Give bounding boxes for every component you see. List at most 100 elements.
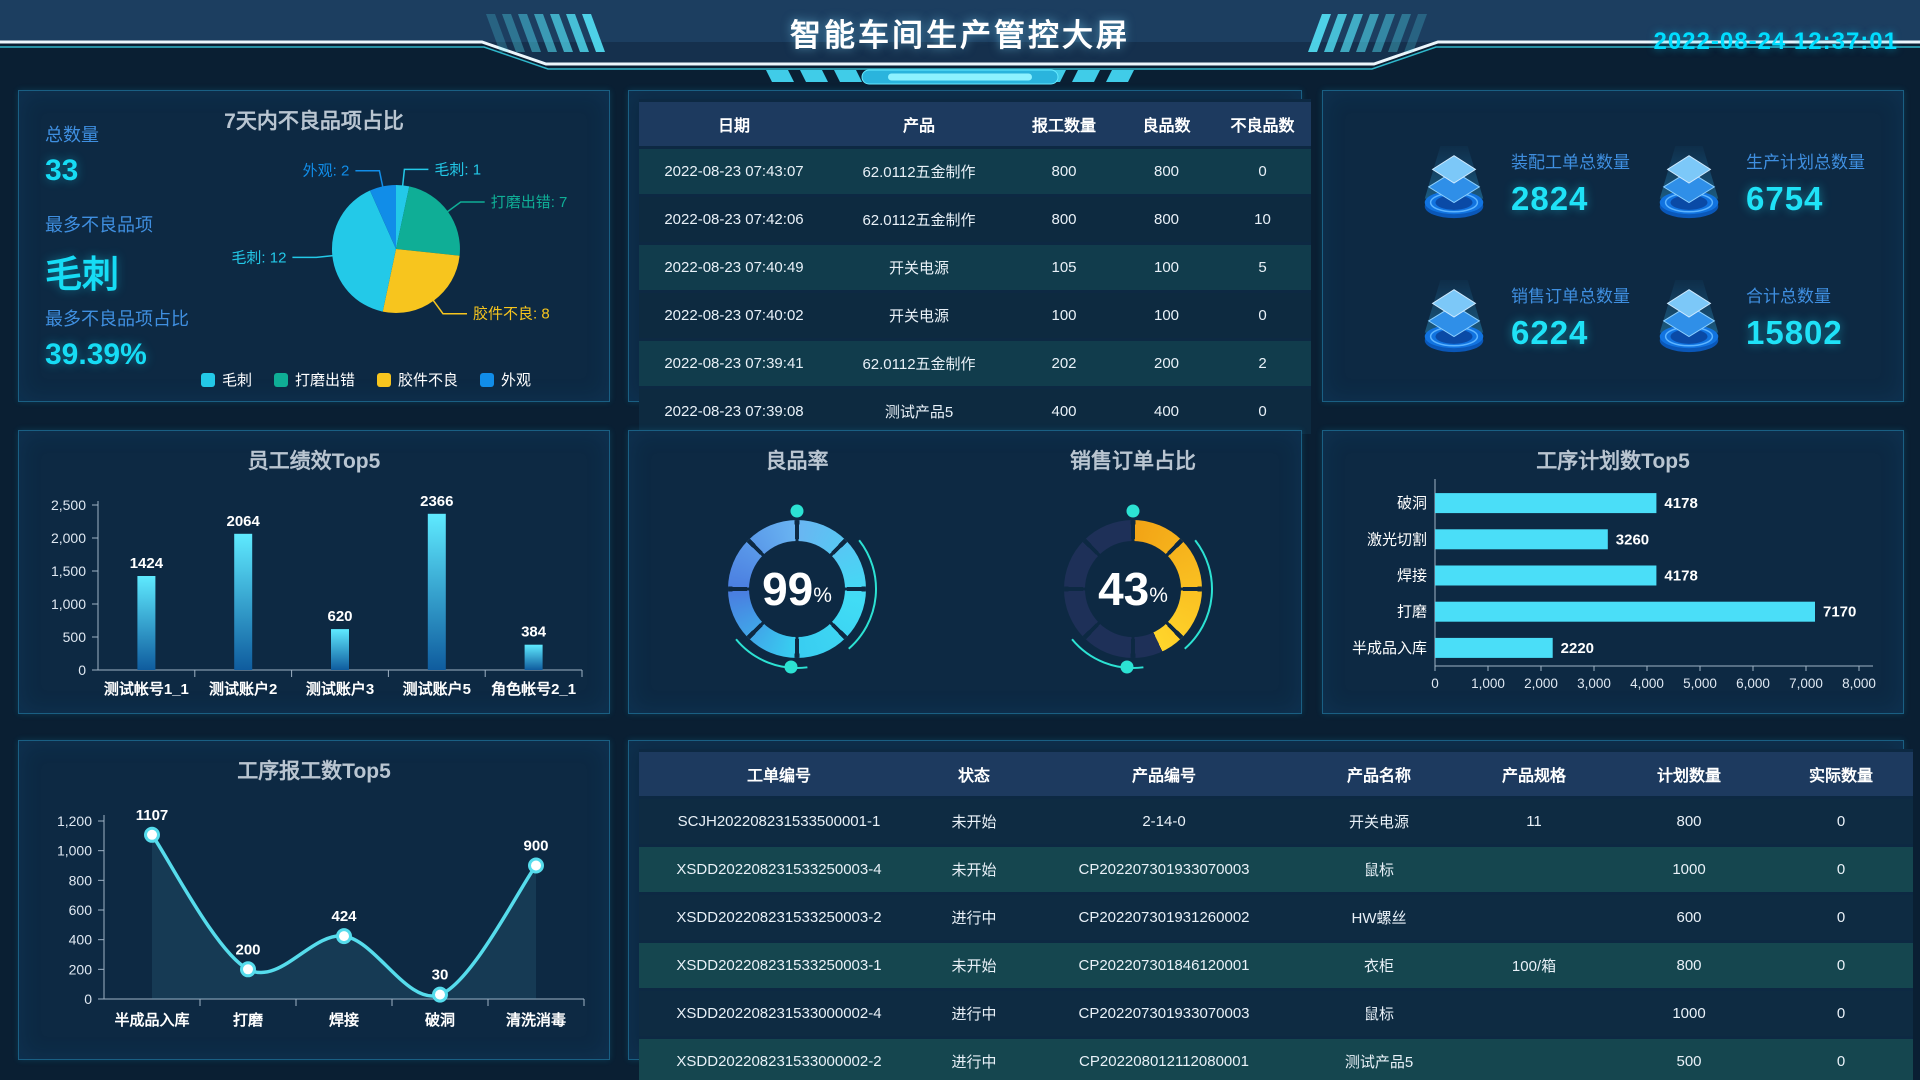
panel-title: 7天内不良品项占比 <box>224 110 404 133</box>
chart-text: 0 <box>84 991 92 1007</box>
line-chart-svg: 0 200 400 600 800 1,000 1,200 1107 半成品入库 200 打磨 424… <box>57 807 585 1029</box>
header-slant-bar <box>582 14 605 52</box>
legend-item: 胶件不良 <box>377 369 458 390</box>
table-cell: 0 <box>1836 1005 1846 1022</box>
line-dot <box>144 826 160 843</box>
chart-text: 3,000 <box>1577 676 1611 691</box>
table-cell: 100/箱 <box>1511 958 1557 975</box>
table-cell: XSDD202208231533250003-4 <box>676 861 882 878</box>
table-cell <box>1459 1038 1609 1080</box>
table-cell: 62.0112五金制作 <box>862 164 976 181</box>
header-slant-bar <box>1308 14 1331 52</box>
line-dot <box>432 986 448 1003</box>
header-slant-bar <box>1324 14 1347 52</box>
work-order-table: 工单编号 状态 产品编号 产品名称 产品规格 计划数量 实际数量 SCJH2022082315… <box>639 749 1913 1080</box>
table-row: XSDD202208231533250003-4 未开始 CP20220730193… <box>639 845 1913 894</box>
legend-item: 毛刺 <box>200 369 252 390</box>
stat-sales-orders: 销售订单总数量 6224 <box>1415 259 1650 375</box>
legend-swatch <box>200 372 215 387</box>
pie-slice <box>396 186 460 256</box>
work-report-table: 日期 产品 报工数量 良品数 不良品数 2022-08-23 07:43:07 62.011… <box>639 99 1311 434</box>
gauge-number: 43 <box>1098 563 1150 615</box>
table-cell: 0 <box>1258 163 1267 180</box>
gauge-dot <box>784 660 798 674</box>
defect-ratio-panel: 7天内不良品项占比 总数量 33 最多不良品项 毛刺 最多不良品项占比 39.3… <box>18 90 610 402</box>
header-center-bar-core <box>888 73 1032 81</box>
gauge-dot <box>790 504 804 518</box>
line-dot <box>528 857 544 874</box>
table-cell: 0 <box>1836 909 1846 926</box>
header-dash <box>766 70 794 82</box>
chart-text: 测试账户2 <box>209 680 277 698</box>
pie-label-line <box>292 254 335 259</box>
chart-text: 1,000 <box>57 843 92 859</box>
table-cell: 鼠标 <box>1363 1006 1394 1023</box>
employee-performance-panel: 员工绩效Top5 0 500 1,000 1,500 2,000 2,500 1424 测试帐… <box>18 430 610 714</box>
table-cell: 开关电源 <box>1348 814 1409 831</box>
table-row: XSDD202208231533000002-4 进行中 CP20220730193… <box>639 989 1913 1038</box>
table-cell: 800 <box>1051 163 1077 180</box>
kpi-value: 39.39% <box>45 338 147 371</box>
header-decoration <box>0 0 1920 85</box>
header: 智能车间生产管控大屏 2022-08-24 12:37:01 <box>0 0 1920 92</box>
chart-text: 1,000 <box>1471 676 1505 691</box>
pie-label-line <box>445 201 485 214</box>
bar <box>1435 529 1608 550</box>
table-cell: 2-14-0 <box>1142 813 1186 830</box>
table-cell: 2 <box>1258 355 1267 372</box>
chart-text: 6,000 <box>1736 676 1770 691</box>
bar <box>1435 565 1657 586</box>
kpi-label: 最多不良品项占比 <box>45 309 189 329</box>
chart-text: 激光切割 <box>1367 531 1427 548</box>
column-header: 实际数量 <box>1769 750 1913 798</box>
gauge-dot <box>1126 504 1140 518</box>
stat-assembly-orders: 装配工单总数量 2824 <box>1415 125 1650 241</box>
bar <box>1435 601 1815 622</box>
kpi-top-defect-ratio: 最多不良品项占比 39.39% <box>45 305 189 372</box>
header-slant-bar <box>566 14 589 52</box>
bar <box>137 576 156 670</box>
chart-text: 0 <box>1431 676 1439 691</box>
order-table-wrap: 工单编号 状态 产品编号 产品名称 产品规格 计划数量 实际数量 SCJH2022082315… <box>639 749 1913 1080</box>
table-cell: XSDD202208231533250003-1 <box>676 957 882 974</box>
header-dash <box>1072 70 1100 82</box>
table-cell: 1000 <box>1672 1005 1706 1022</box>
column-header: 计划数量 <box>1609 750 1769 798</box>
column-header: 产品规格 <box>1459 750 1609 798</box>
work-order-panel: 工单编号 状态 产品编号 产品名称 产品规格 计划数量 实际数量 SCJH2022082315… <box>628 740 1913 1080</box>
pie-label-line <box>355 169 384 189</box>
process-plan-hbar-chart: 0 1,000 2,000 3,000 4,000 5,000 6,000 7,000 8,00… <box>1339 471 1887 716</box>
line-area <box>152 834 536 999</box>
pie-label-line <box>431 298 467 315</box>
chart-text: 测试账户3 <box>306 680 374 698</box>
legend-label: 打磨出错 <box>294 372 355 389</box>
table-cell: 500 <box>1676 1053 1702 1070</box>
table-row: 2022-08-23 07:43:07 62.0112五金制作 800 800 0 <box>639 147 1311 196</box>
table-cell: 0 <box>1836 957 1846 974</box>
chart-text: 2220 <box>1561 640 1594 657</box>
table-cell: 2022-08-23 07:43:07 <box>664 163 804 180</box>
table-cell: 鼠标 <box>1363 862 1394 879</box>
kpi-total: 总数量 33 <box>45 121 99 188</box>
sales-gauge-block: 销售订单占比 43% <box>965 431 1301 713</box>
chart-text: 打磨出错: 7 <box>491 194 568 211</box>
legend-item: 打磨出错 <box>273 369 355 390</box>
chart-text: 8,000 <box>1842 676 1876 691</box>
column-header: 日期 <box>639 100 829 148</box>
gauge-decoration <box>717 504 877 674</box>
table-cell: 开关电源 <box>888 308 949 325</box>
table-cell: 进行中 <box>951 1054 997 1071</box>
chart-text: 3260 <box>1616 531 1649 548</box>
column-header: 产品编号 <box>1029 750 1299 798</box>
column-header: 产品 <box>829 100 1009 148</box>
hbar-chart-svg: 0 1,000 2,000 3,000 4,000 5,000 6,000 7,000 8,00… <box>1352 479 1876 691</box>
process-report-line-chart: 0 200 400 600 800 1,000 1,200 1107 半成品入库 200 打磨 424… <box>34 787 594 1060</box>
legend-swatch <box>377 372 391 387</box>
table-cell: 100 <box>1153 307 1180 324</box>
employee-bar-chart: 0 500 1,000 1,500 2,000 2,500 1424 测试帐号1_1 2064 测… <box>34 475 594 720</box>
chart-text: 2,000 <box>51 530 86 546</box>
bar-chart-svg: 0 500 1,000 1,500 2,000 2,500 1424 测试帐号1_1 2064 测… <box>51 493 583 698</box>
sales-ratio-gauge: 43% <box>1047 503 1219 675</box>
chart-text: 1,200 <box>57 813 92 829</box>
